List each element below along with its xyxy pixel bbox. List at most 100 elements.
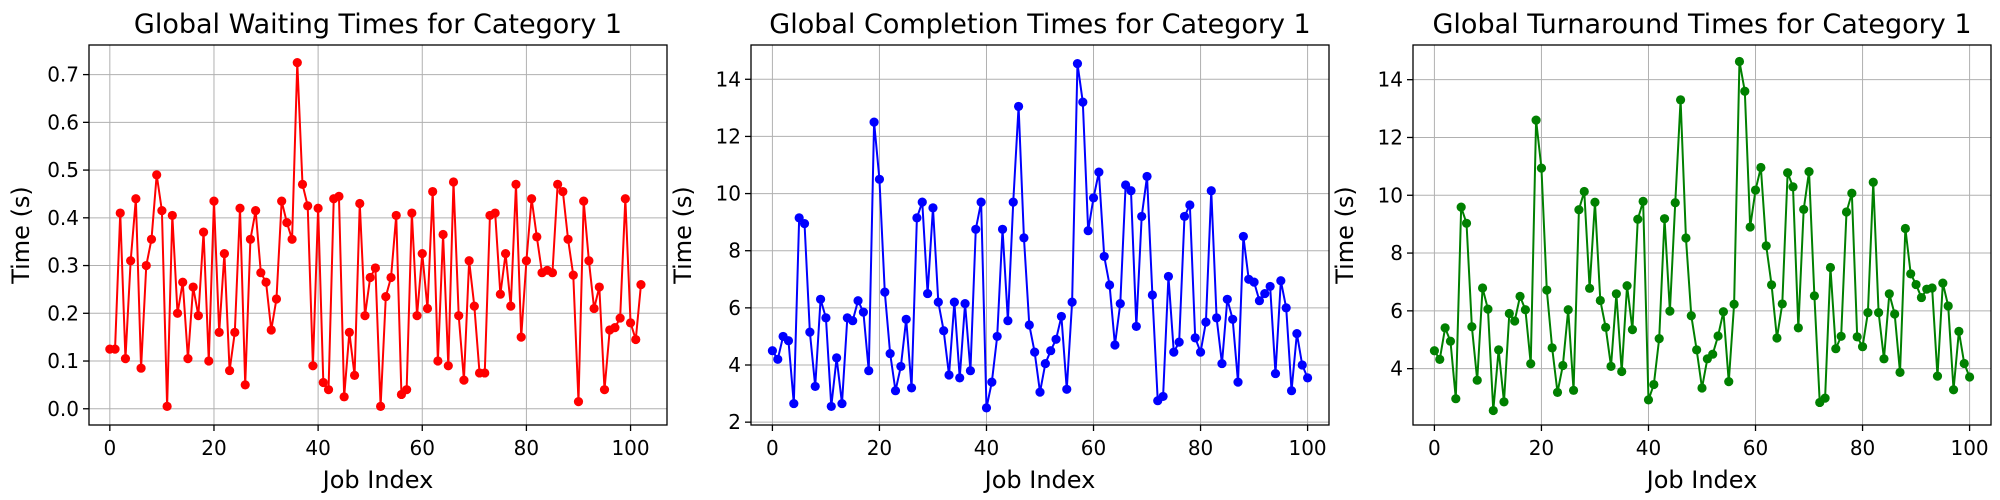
- data-point: [1750, 185, 1761, 195]
- data-point: [1067, 297, 1077, 307]
- data-point: [1809, 291, 1819, 301]
- data-point: [1292, 328, 1302, 339]
- x-tick-label: 100: [1288, 436, 1326, 460]
- data-point: [1675, 95, 1686, 105]
- data-point: [193, 311, 203, 321]
- data-point: [183, 354, 193, 364]
- series-line: [1433, 61, 1971, 411]
- data-point: [318, 377, 328, 388]
- x-tick-label: 20: [867, 436, 892, 460]
- data-point: [1649, 379, 1659, 390]
- data-point: [1568, 385, 1579, 395]
- x-axis-label: Job Index: [1645, 466, 1758, 494]
- y-axis-label: Time (s): [7, 186, 35, 285]
- data-point: [1472, 375, 1482, 385]
- data-point: [547, 268, 558, 278]
- y-tick-label: 12: [716, 124, 741, 148]
- data-point: [1536, 163, 1547, 173]
- data-point: [532, 232, 542, 242]
- data-point: [313, 203, 323, 213]
- data-point: [433, 356, 443, 366]
- data-point: [1777, 299, 1787, 309]
- data-point: [1046, 346, 1056, 356]
- data-point: [1825, 262, 1836, 273]
- y-tick-label: 0.6: [47, 110, 79, 134]
- data-point: [402, 385, 412, 395]
- data-point: [874, 174, 885, 184]
- data-point: [1142, 171, 1152, 182]
- data-point: [933, 297, 943, 307]
- data-point: [901, 314, 911, 324]
- data-point: [1260, 288, 1270, 299]
- data-point: [277, 196, 287, 206]
- data-point: [579, 196, 589, 206]
- data-point: [1461, 218, 1472, 228]
- data-point: [625, 318, 636, 328]
- data-point: [594, 282, 604, 292]
- data-point: [885, 348, 895, 359]
- x-tick-label: 100: [1950, 436, 1988, 460]
- data-point: [256, 268, 266, 278]
- y-tick-label: 14: [1378, 68, 1403, 92]
- data-point: [1841, 207, 1852, 217]
- data-point: [1890, 309, 1900, 319]
- data-point: [126, 256, 136, 266]
- data-point: [1761, 241, 1771, 251]
- data-point: [573, 397, 584, 407]
- data-point: [464, 256, 474, 266]
- data-point: [454, 311, 464, 321]
- data-point: [1163, 271, 1174, 282]
- data-point: [323, 385, 334, 395]
- data-point: [1147, 290, 1157, 300]
- chart-title: Global Turnaround Times for Category 1: [1433, 9, 1972, 40]
- data-point: [815, 294, 826, 304]
- data-point: [1035, 387, 1045, 397]
- data-point: [890, 386, 901, 396]
- data-point: [1756, 162, 1766, 173]
- data-point: [949, 297, 959, 307]
- data-point: [1083, 226, 1093, 236]
- data-point: [880, 287, 890, 297]
- data-point: [1238, 231, 1248, 242]
- data-point: [1254, 296, 1265, 306]
- data-point: [1008, 197, 1018, 207]
- x-tick-label: 80: [1850, 436, 1875, 460]
- chart-panel-3: 0 20 40 60 80 100 4 6 8 10 12 14 Global Turnaround T…: [1331, 9, 1992, 494]
- data-point: [188, 282, 198, 292]
- data-point: [1654, 334, 1664, 344]
- data-point: [1836, 331, 1846, 341]
- series-line: [771, 63, 1309, 409]
- data-point: [1718, 307, 1729, 317]
- data-point: [1078, 97, 1088, 107]
- data-point: [1488, 405, 1498, 416]
- data-point: [971, 224, 981, 234]
- data-point: [1879, 354, 1889, 364]
- x-axis-label: Job Index: [321, 466, 434, 494]
- data-point: [516, 332, 526, 342]
- x-tick-label: 80: [1188, 436, 1213, 460]
- data-point: [939, 326, 949, 336]
- data-point: [568, 270, 578, 280]
- y-tick-label: 0.7: [47, 63, 79, 87]
- data-point: [527, 194, 537, 204]
- data-point: [853, 296, 863, 306]
- data-point: [1249, 277, 1259, 287]
- data-point: [826, 401, 836, 412]
- data-point: [1788, 182, 1798, 192]
- data-point: [1697, 383, 1707, 393]
- data-point: [584, 256, 594, 266]
- data-point: [287, 234, 297, 244]
- data-point: [906, 383, 917, 393]
- data-point: [235, 203, 245, 213]
- data-point: [1190, 333, 1200, 343]
- y-tick-label: 0.4: [47, 206, 79, 230]
- data-point: [783, 336, 794, 346]
- data-point: [422, 303, 433, 314]
- data-point: [1030, 347, 1040, 357]
- data-point: [360, 311, 370, 321]
- data-point: [1051, 334, 1061, 344]
- data-point: [1515, 291, 1525, 302]
- data-point: [412, 311, 422, 321]
- data-point: [1088, 193, 1099, 203]
- data-point: [1927, 283, 1937, 293]
